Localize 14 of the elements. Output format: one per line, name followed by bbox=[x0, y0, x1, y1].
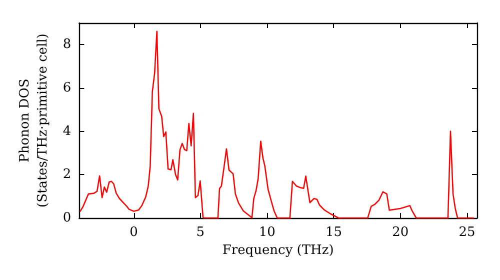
x-tick-label: 10 bbox=[258, 225, 276, 240]
line-series bbox=[79, 30, 475, 219]
y-tick-label: 4 bbox=[62, 124, 72, 139]
x-tick-label: 25 bbox=[458, 225, 476, 240]
x-tick-label: 5 bbox=[196, 225, 205, 240]
x-tick-label: 15 bbox=[325, 225, 342, 240]
y-tick-label: 2 bbox=[62, 167, 72, 182]
x-tick-label: 20 bbox=[392, 225, 409, 240]
y-axis-title: Phonon DOS (States/THz·primitive cell) bbox=[18, 33, 50, 208]
x-axis-title: Frequency (THz) bbox=[222, 243, 334, 258]
y-tick-label: 6 bbox=[62, 80, 72, 96]
x-tick-label: 0 bbox=[130, 225, 138, 240]
y-tick-label: 8 bbox=[62, 37, 72, 52]
y-tick-label: 0 bbox=[62, 210, 72, 226]
